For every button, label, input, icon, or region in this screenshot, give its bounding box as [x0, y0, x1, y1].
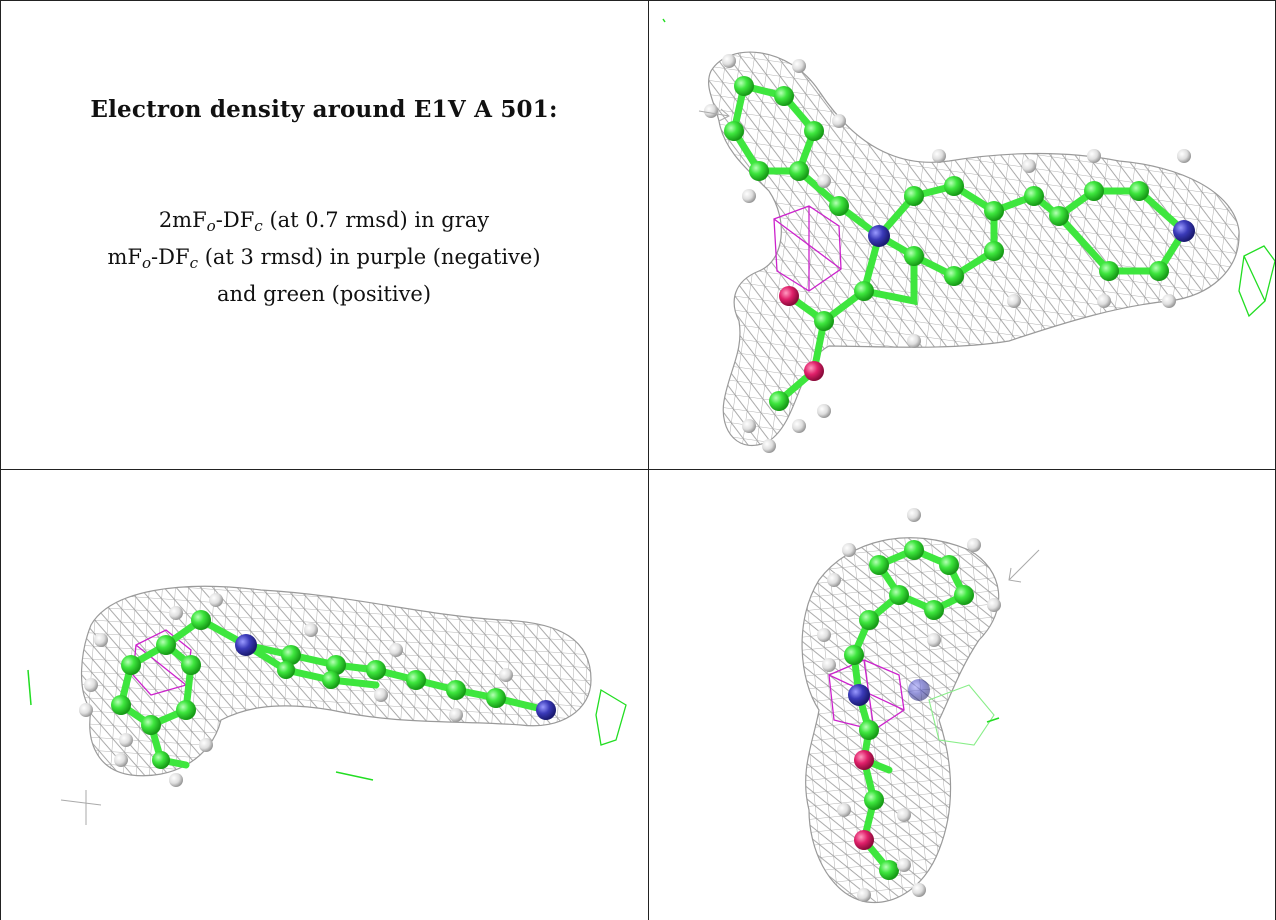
border-top	[0, 0, 1276, 1]
atoms	[704, 54, 1195, 453]
axis-arrow	[698, 108, 730, 122]
atoms	[79, 593, 556, 787]
border-middle-horizontal	[0, 469, 1276, 470]
caption-line-2fofc: 2mFo-DFc (at 0.7 rmsd) in gray	[158, 208, 490, 236]
density-mesh-positive	[595, 688, 627, 746]
atoms	[817, 508, 1001, 902]
density-mesh-positive	[928, 684, 995, 746]
view-bottom-right	[649, 470, 1275, 920]
density-mesh-negative	[773, 205, 842, 292]
caption-cell: Electron density around E1V A 501: 2mFo-…	[0, 0, 648, 468]
border-left	[0, 0, 1, 920]
density-mesh-2fofc	[801, 537, 1000, 904]
axis-arrow	[1008, 549, 1040, 583]
density-mesh-positive-small	[986, 717, 1000, 723]
density-mesh-positive-tick	[662, 18, 666, 23]
view-bottom-left	[1, 470, 648, 920]
axis-arrow	[60, 790, 102, 825]
border-middle	[648, 0, 649, 920]
density-mesh-positive-edge	[27, 669, 32, 706]
density-mesh-positive	[1238, 245, 1275, 318]
molecule-view-1	[662, 18, 1275, 453]
molecule-view-3	[801, 508, 1040, 904]
molecule-view-2	[27, 585, 627, 825]
density-mesh-2fofc	[707, 51, 1240, 447]
density-mesh-positive-small	[335, 771, 374, 781]
caption-line-fofc: mFo-DFc (at 3 rmsd) in purple (negative)	[107, 245, 541, 273]
caption-line-positive: and green (positive)	[216, 282, 432, 307]
view-top-right	[649, 1, 1275, 469]
caption-lines: 2mFo-DFc (at 0.7 rmsd) in gray mFo-DFc (…	[0, 205, 648, 310]
caption-title: Electron density around E1V A 501:	[90, 96, 558, 123]
